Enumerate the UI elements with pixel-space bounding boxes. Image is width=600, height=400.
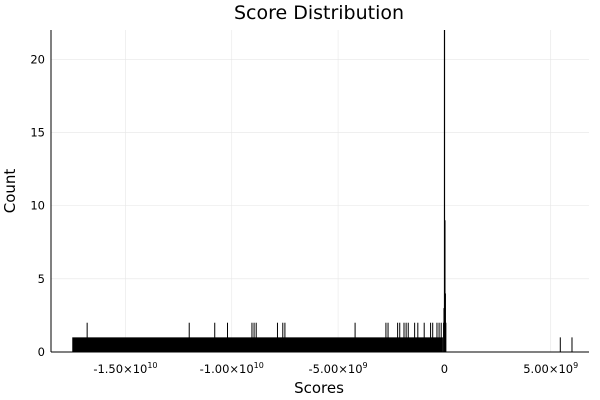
histogram-bar — [407, 322, 409, 352]
y-tick-labels: 0 5 10 15 20 — [30, 52, 45, 359]
y-tick-label: 20 — [30, 52, 45, 66]
histogram-bar — [387, 322, 389, 352]
histogram-bar — [430, 322, 432, 352]
grid-lines — [51, 30, 589, 353]
histogram-bar-dense-run — [72, 337, 443, 352]
histogram-bar-peak — [443, 30, 446, 352]
histogram-bar — [405, 322, 407, 352]
histogram-bar — [397, 322, 399, 352]
histogram-bar — [253, 322, 255, 352]
y-tick-label: 0 — [38, 345, 45, 359]
histogram-bar — [403, 322, 405, 352]
x-tick-label: -5.00×109 — [309, 361, 368, 376]
histogram-bar-peak — [443, 322, 445, 352]
histogram-bar — [276, 322, 278, 352]
histogram-bar — [399, 322, 401, 352]
histogram-bar — [385, 322, 387, 352]
x-tick-label: 0 — [441, 362, 448, 376]
histogram-bar — [571, 337, 573, 352]
histogram-bar — [436, 322, 438, 352]
histogram-bar — [255, 322, 257, 352]
histogram-bars — [72, 30, 573, 352]
histogram-bar — [423, 322, 425, 352]
y-tick-label: 5 — [38, 272, 45, 286]
histogram-bar — [354, 322, 356, 352]
histogram-bar-peak — [445, 322, 447, 352]
histogram-bar — [188, 322, 190, 352]
x-axis-label: Scores — [294, 379, 344, 397]
y-axis-label: Count — [1, 169, 19, 214]
histogram-bar — [438, 322, 440, 352]
x-tick-label: -1.00×1010 — [200, 361, 264, 376]
histogram-bar — [440, 322, 442, 352]
histogram-bar-peak — [444, 220, 446, 352]
chart-title: Score Distribution — [234, 2, 404, 24]
histogram-bar — [282, 322, 284, 352]
histogram-bar — [251, 322, 253, 352]
histogram-bar — [559, 337, 561, 352]
histogram-bar — [284, 322, 286, 352]
x-tick-labels: -1.50×1010 -1.00×1010 -5.00×109 0 5.00×109 — [93, 361, 578, 376]
y-tick-label: 15 — [30, 125, 45, 139]
y-tick-label: 10 — [30, 199, 45, 213]
x-tick-label: 5.00×109 — [523, 361, 578, 376]
axes — [50, 30, 589, 353]
histogram-bar — [414, 322, 416, 352]
histogram-bar — [86, 322, 88, 352]
histogram-bar — [226, 322, 228, 352]
histogram-bar — [432, 322, 434, 352]
histogram-bar — [214, 322, 216, 352]
histogram-bar — [417, 322, 419, 352]
x-tick-label: -1.50×1010 — [93, 361, 157, 376]
